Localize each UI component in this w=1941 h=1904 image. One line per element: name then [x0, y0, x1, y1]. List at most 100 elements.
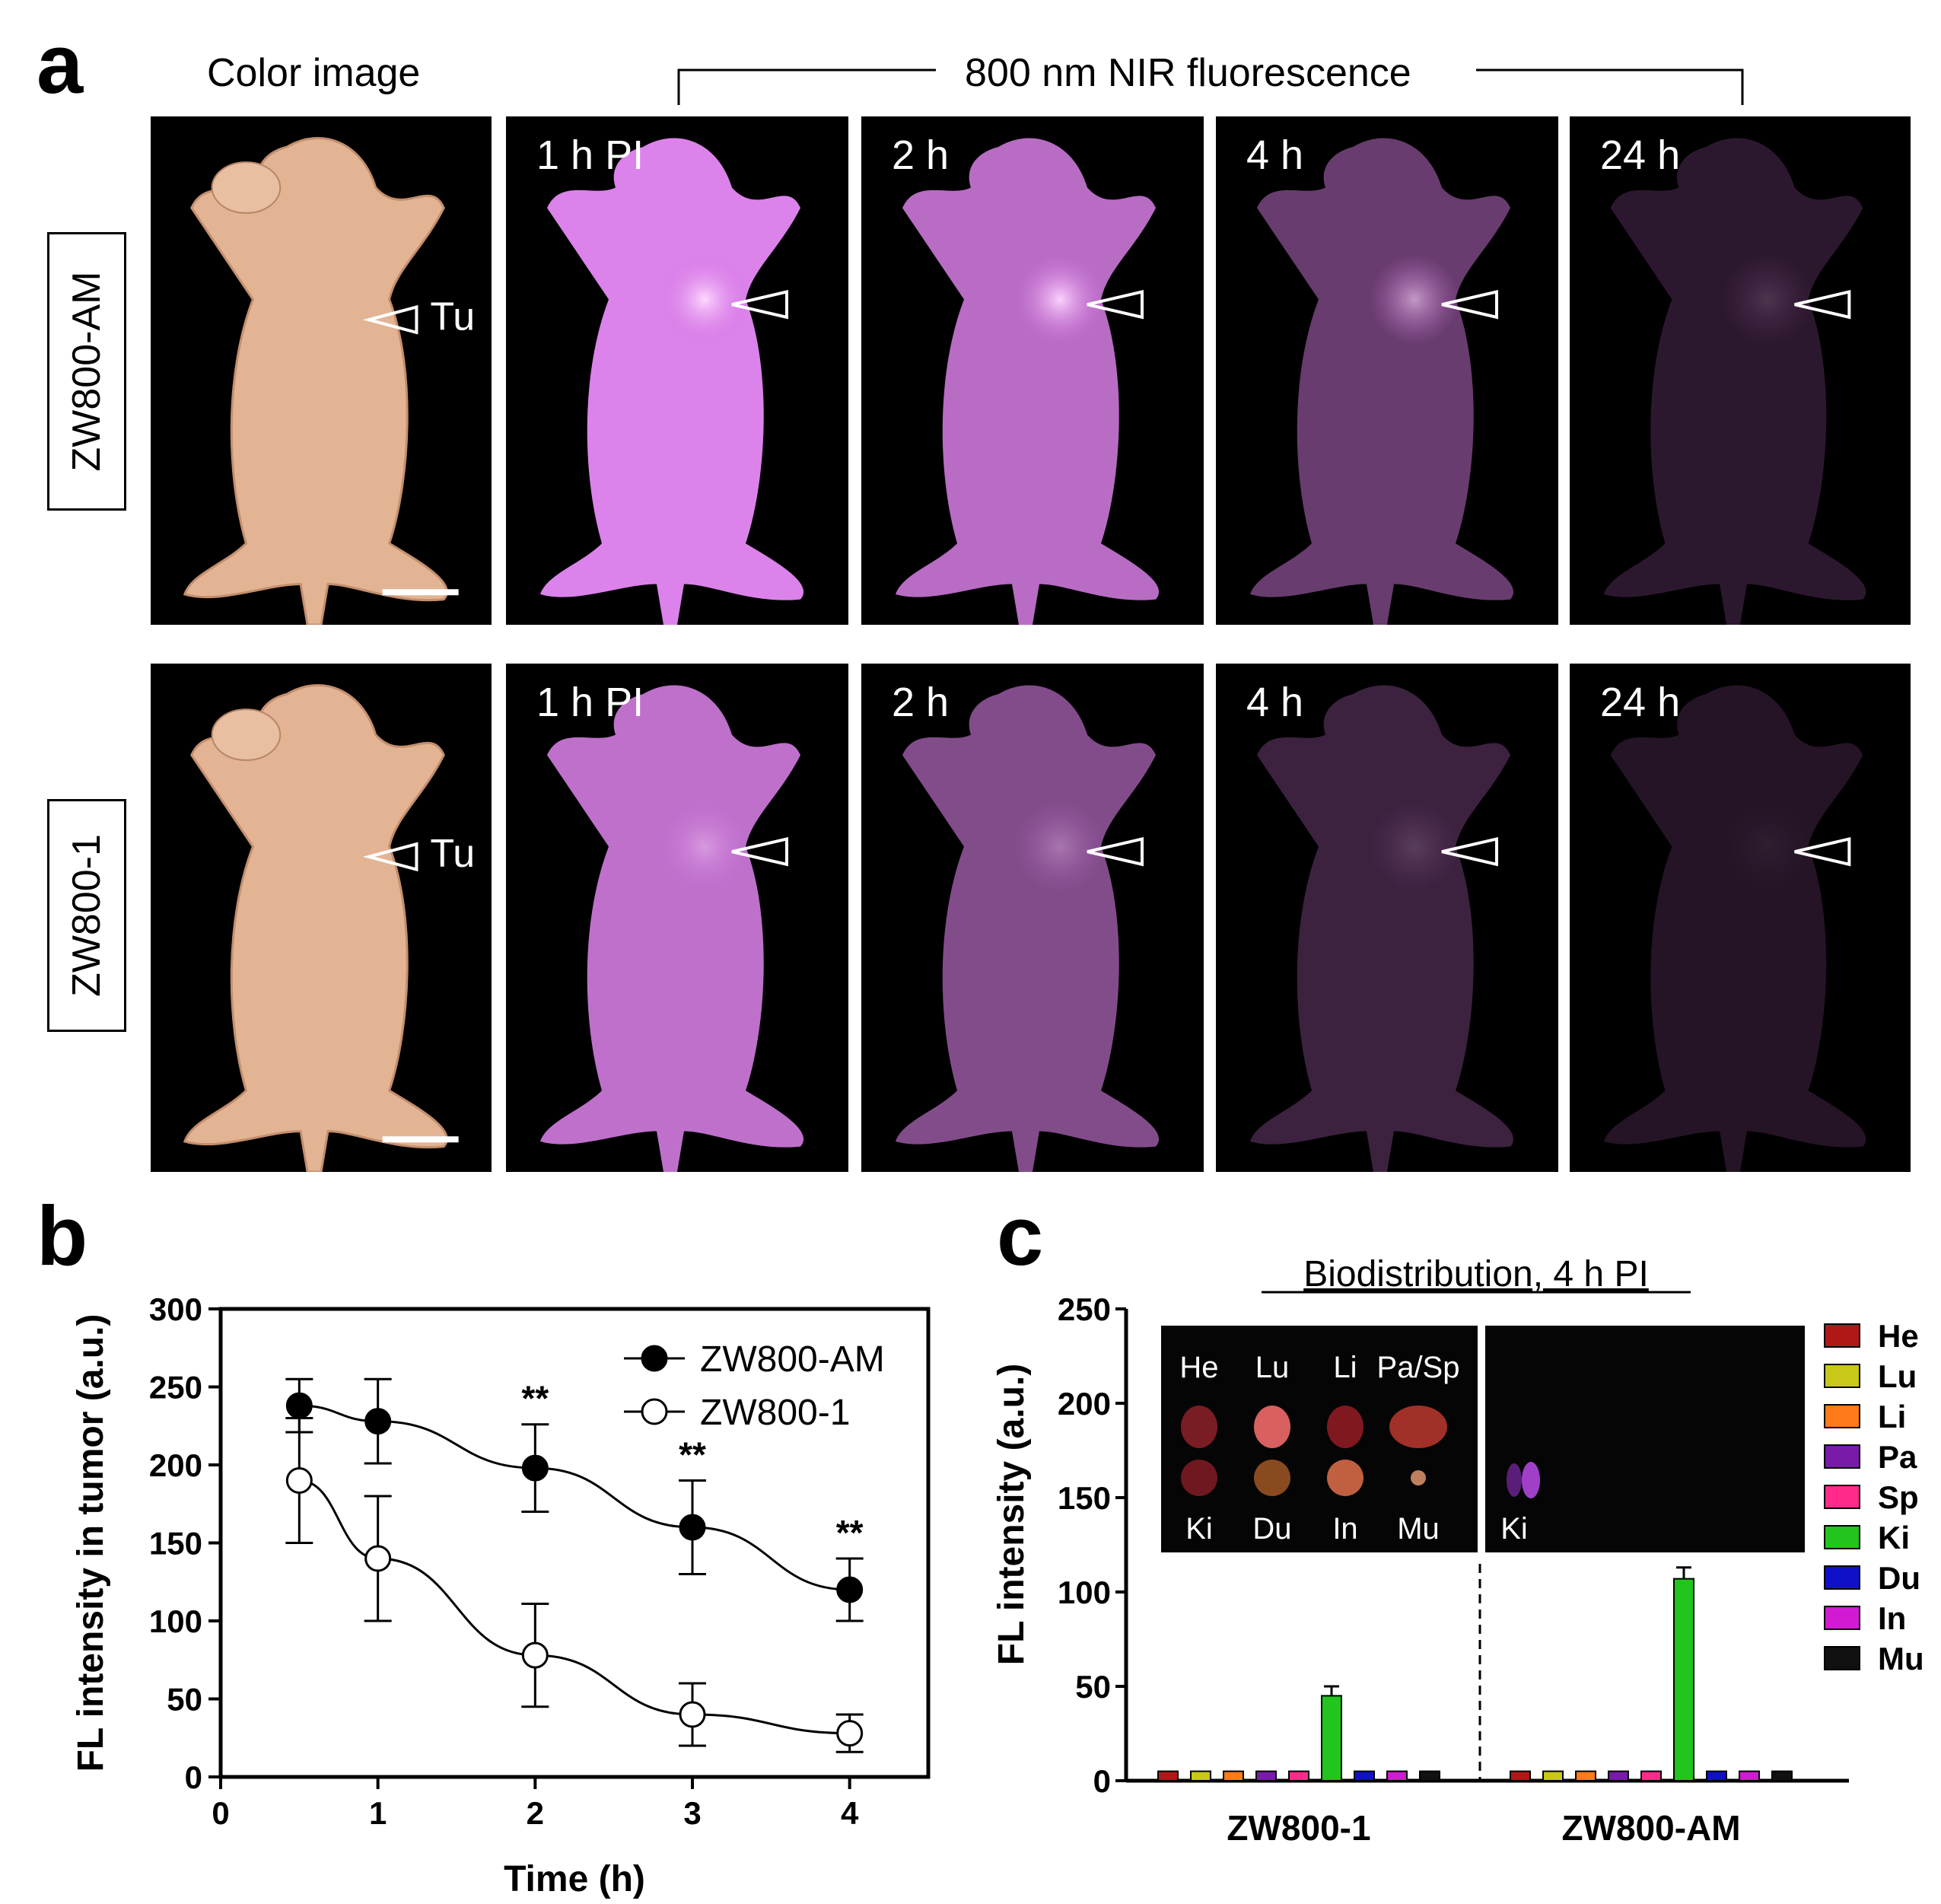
legend-swatch: [1824, 1404, 1860, 1428]
significance-marker: **: [679, 1435, 706, 1475]
row-label-text: ZW800-1: [65, 834, 109, 997]
y-tick-label: 50: [167, 1682, 202, 1718]
organ-label: Ki: [1185, 1512, 1213, 1546]
y-axis-label: FL intensity in tumor (a.u.): [71, 1314, 111, 1772]
time-label: 1 h PI: [536, 680, 644, 725]
legend-swatch: [1824, 1444, 1860, 1469]
tumor-intensity-chart: 0 50 100 150 200 250 300 0 1 2 3 4 Time (h) FL intens…: [71, 1291, 931, 1899]
data-point: [679, 1514, 706, 1541]
panel-c-letter: c: [997, 1189, 1044, 1283]
time-label: 1 h PI: [536, 132, 644, 178]
tumor-arrowhead: [362, 842, 418, 872]
x-tick-label: 0: [212, 1795, 229, 1831]
mouse-ear: [211, 708, 282, 761]
tumor-arrowhead: [731, 836, 788, 867]
significance-marker: **: [836, 1513, 864, 1552]
bar: [1354, 1770, 1375, 1781]
x-tick-label: 2: [527, 1795, 544, 1831]
tumor-glow: [1014, 253, 1106, 345]
significance-marker: **: [521, 1379, 549, 1418]
tumor-glow: [1369, 801, 1460, 893]
legend-label: ZW800-AM: [700, 1339, 885, 1380]
organ-label: Lu: [1255, 1351, 1290, 1384]
legend-swatch: [1824, 1646, 1860, 1670]
row-label-text: ZW800-AM: [65, 271, 109, 472]
fluorescent-mouse: [896, 138, 1160, 625]
organ-specimen: [1411, 1470, 1426, 1485]
organ-specimen: [1327, 1406, 1363, 1448]
legend-label: Sp: [1878, 1479, 1919, 1515]
tumor-arrowhead: [1441, 836, 1498, 867]
panel-b-letter: b: [37, 1189, 88, 1283]
legend-label: Li: [1878, 1399, 1906, 1434]
organ-label: Li: [1333, 1351, 1357, 1384]
legend-swatch: [1824, 1323, 1860, 1348]
bar: [1640, 1770, 1662, 1781]
data-point: [521, 1641, 549, 1669]
x-tick-label: 3: [683, 1795, 701, 1831]
organ-specimen: [1389, 1406, 1447, 1448]
time-label: 4 h: [1246, 680, 1304, 725]
nir-header: 800 nm NIR fluorescence: [965, 51, 1411, 95]
fluorescent-mouse: [1250, 685, 1514, 1172]
bar: [1321, 1695, 1342, 1782]
tumor-arrowhead: [1441, 289, 1498, 320]
tumor-arrowhead: [1794, 289, 1851, 320]
bar: [1706, 1770, 1727, 1781]
fluorescent-mouse: [1603, 685, 1866, 1172]
bar: [1255, 1770, 1277, 1781]
legend-marker: [641, 1345, 668, 1372]
data-point: [285, 1467, 313, 1494]
organ-label: Du: [1252, 1512, 1291, 1546]
organ-label: In: [1332, 1512, 1357, 1546]
panel-a-letter: a: [37, 18, 84, 111]
nir-fluorescence-image: 1 h PI: [506, 116, 848, 625]
tumor-arrowhead: [1087, 289, 1144, 320]
y-tick-label: 300: [149, 1291, 202, 1327]
data-point: [836, 1576, 864, 1603]
organ-label: Mu: [1397, 1512, 1440, 1546]
data-point: [521, 1454, 549, 1482]
y-tick-label: 100: [149, 1603, 202, 1639]
y-tick-label: 0: [185, 1759, 202, 1795]
color-image-header: Color image: [207, 51, 421, 95]
organ-specimen: [1254, 1406, 1290, 1448]
data-point: [364, 1545, 392, 1572]
legend-label: Pa: [1878, 1439, 1917, 1475]
bar: [1223, 1770, 1244, 1781]
y-tick-label: 250: [1058, 1291, 1111, 1327]
bar: [1739, 1770, 1760, 1781]
bar: [1673, 1578, 1694, 1781]
scale-bar: [382, 589, 459, 596]
nir-fluorescence-image: 24 h: [1570, 116, 1911, 625]
legend-swatch: [1824, 1364, 1860, 1388]
kidney-fluorescence: [1522, 1462, 1540, 1498]
organ-specimen: [1254, 1460, 1290, 1496]
tumor-glow: [659, 801, 750, 893]
organ-label: He: [1179, 1351, 1218, 1384]
organ-specimen: [1181, 1460, 1217, 1496]
biodistribution-chart: Biodistribution, 4 h PI 0 50 100 150 200 250 FL…: [991, 1254, 1924, 1848]
organ-specimen: [1327, 1460, 1363, 1496]
y-axis-label: FL intensity (a.u.): [991, 1364, 1032, 1665]
y-tick-label: 250: [149, 1370, 202, 1406]
bar: [1510, 1770, 1531, 1781]
organ-label: Ki: [1500, 1512, 1528, 1546]
row-label-zw800-am: ZW800-AM: [47, 232, 126, 511]
tumor-label: Tu: [430, 295, 475, 339]
y-tick-label: 0: [1093, 1763, 1111, 1799]
bar: [1575, 1770, 1596, 1781]
legend-label: Ki: [1878, 1520, 1910, 1555]
legend-swatch: [1824, 1565, 1860, 1590]
color-mouse-photo: Tu: [151, 664, 492, 1172]
legend-label: Lu: [1878, 1358, 1917, 1394]
x-tick-label: 4: [841, 1795, 859, 1831]
bar: [1771, 1770, 1793, 1781]
legend-label: He: [1878, 1318, 1919, 1354]
nir-fluorescence-image: 1 h PI: [506, 664, 848, 1172]
time-label: 24 h: [1600, 132, 1681, 178]
bar: [1608, 1770, 1629, 1781]
organ-nir-inset: [1485, 1326, 1805, 1552]
y-tick-label: 150: [149, 1526, 202, 1562]
fluorescent-mouse: [540, 138, 804, 625]
